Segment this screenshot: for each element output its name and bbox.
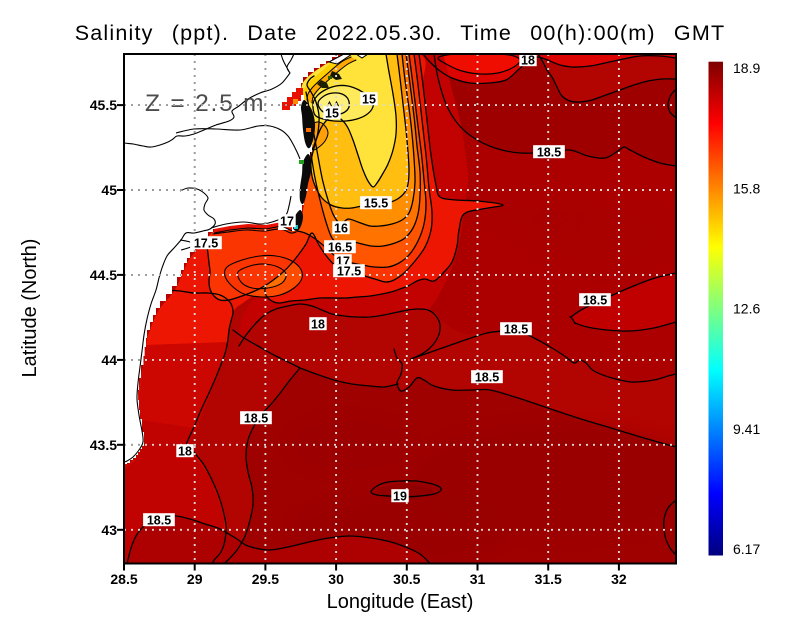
svg-text:45: 45 [101,182,117,198]
svg-text:9.41: 9.41 [733,421,760,437]
svg-text:18.9: 18.9 [733,60,760,76]
svg-text:18.5: 18.5 [537,146,561,160]
svg-text:43: 43 [101,522,117,538]
svg-text:18: 18 [521,54,535,68]
svg-text:12.6: 12.6 [733,301,760,317]
svg-text:18.5: 18.5 [244,412,268,426]
svg-text:15.8: 15.8 [733,180,760,196]
svg-text:44: 44 [101,352,117,368]
svg-text:30.5: 30.5 [393,571,420,587]
svg-text:15: 15 [362,93,376,107]
svg-text:31: 31 [470,571,486,587]
svg-text:18.5: 18.5 [147,514,171,528]
svg-text:31.5: 31.5 [535,571,562,587]
svg-text:30: 30 [328,571,344,587]
svg-text:17.5: 17.5 [194,237,218,251]
svg-text:44.5: 44.5 [90,267,117,283]
svg-text:6.17: 6.17 [733,541,760,557]
svg-text:19: 19 [393,490,407,504]
svg-text:18: 18 [311,318,325,332]
svg-text:43.5: 43.5 [90,437,117,453]
svg-text:16: 16 [334,222,348,236]
svg-text:Z = 2.5 m: Z = 2.5 m [145,90,265,117]
svg-text:18.5: 18.5 [583,294,607,308]
svg-text:16.5: 16.5 [328,241,352,255]
svg-text:17: 17 [280,215,294,229]
svg-text:29: 29 [187,571,203,587]
svg-text:32: 32 [611,571,627,587]
svg-text:18.5: 18.5 [504,323,528,337]
svg-text:15: 15 [325,107,339,121]
svg-text:45.5: 45.5 [90,97,117,113]
svg-text:18.5: 18.5 [475,371,499,385]
svg-text:17.5: 17.5 [337,265,361,279]
svg-text:Latitude (North): Latitude (North) [19,239,41,378]
svg-text:29.5: 29.5 [252,571,279,587]
svg-text:Salinity (ppt). Date 2022.05.3: Salinity (ppt). Date 2022.05.30. Time 00… [75,21,726,45]
svg-text:15.5: 15.5 [364,197,388,211]
svg-text:Longitude (East): Longitude (East) [327,591,474,613]
svg-text:18: 18 [178,445,192,459]
svg-text:28.5: 28.5 [110,571,137,587]
